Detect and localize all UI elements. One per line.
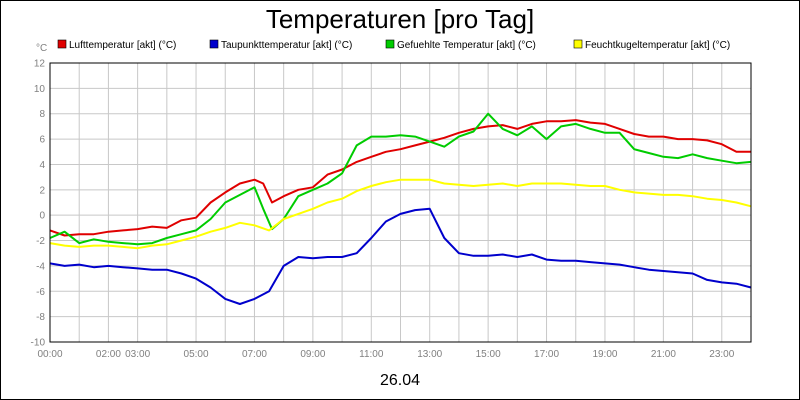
chart-title: Temperaturen [pro Tag] (266, 4, 534, 34)
y-tick-label: -10 (31, 338, 46, 349)
x-tick-label: 02:00 (96, 349, 121, 360)
x-tick-label: 11:00 (359, 349, 384, 360)
x-tick-label: 13:00 (417, 349, 442, 360)
y-tick-label: 2 (39, 185, 45, 196)
legend-label: Lufttemperatur [akt] (°C) (69, 40, 176, 51)
legend-label: Gefuehlte Temperatur [akt] (°C) (397, 40, 536, 51)
x-tick-label: 07:00 (242, 349, 267, 360)
x-tick-label: 00:00 (37, 349, 62, 360)
legend-swatch (385, 39, 395, 49)
y-axis-unit: °C (36, 43, 47, 54)
legend-swatch (209, 39, 219, 49)
y-tick-label: -8 (36, 312, 45, 323)
series-line-1 (49, 119, 751, 237)
y-tick-label: 8 (39, 109, 45, 120)
series-line-3 (49, 112, 752, 246)
x-tick-label: 05:00 (184, 349, 209, 360)
x-axis-date-label: 26.04 (380, 372, 420, 389)
y-tick-label: 6 (39, 135, 45, 146)
x-tick-label: 17:00 (534, 349, 559, 360)
x-tick-label: 15:00 (476, 349, 501, 360)
x-tick-label: 21:00 (651, 349, 676, 360)
y-tick-label: -4 (36, 261, 45, 272)
series-line-2 (49, 207, 752, 305)
legend-label: Feuchtkugeltemperatur [akt] (°C) (585, 40, 730, 51)
legend-swatch (57, 39, 67, 49)
x-tick-label: 23:00 (709, 349, 734, 360)
y-tick-label: 10 (34, 84, 46, 95)
y-tick-label: 4 (39, 160, 45, 171)
series-line-4 (49, 178, 752, 250)
x-tick-label: 09:00 (300, 349, 325, 360)
x-tick-label: 03:00 (125, 349, 150, 360)
legend-label: Taupunkttemperatur [akt] (°C) (221, 40, 352, 51)
y-tick-label: -2 (36, 236, 45, 247)
y-tick-label: 0 (39, 211, 45, 222)
chart-legend: Lufttemperatur [akt] (°C) Taupunkttempera… (57, 39, 730, 51)
x-tick-label: 19:00 (592, 349, 617, 360)
y-tick-label: -6 (36, 287, 45, 298)
legend-swatch (573, 39, 583, 49)
y-tick-label: 12 (34, 59, 46, 70)
plot-border (49, 62, 752, 343)
